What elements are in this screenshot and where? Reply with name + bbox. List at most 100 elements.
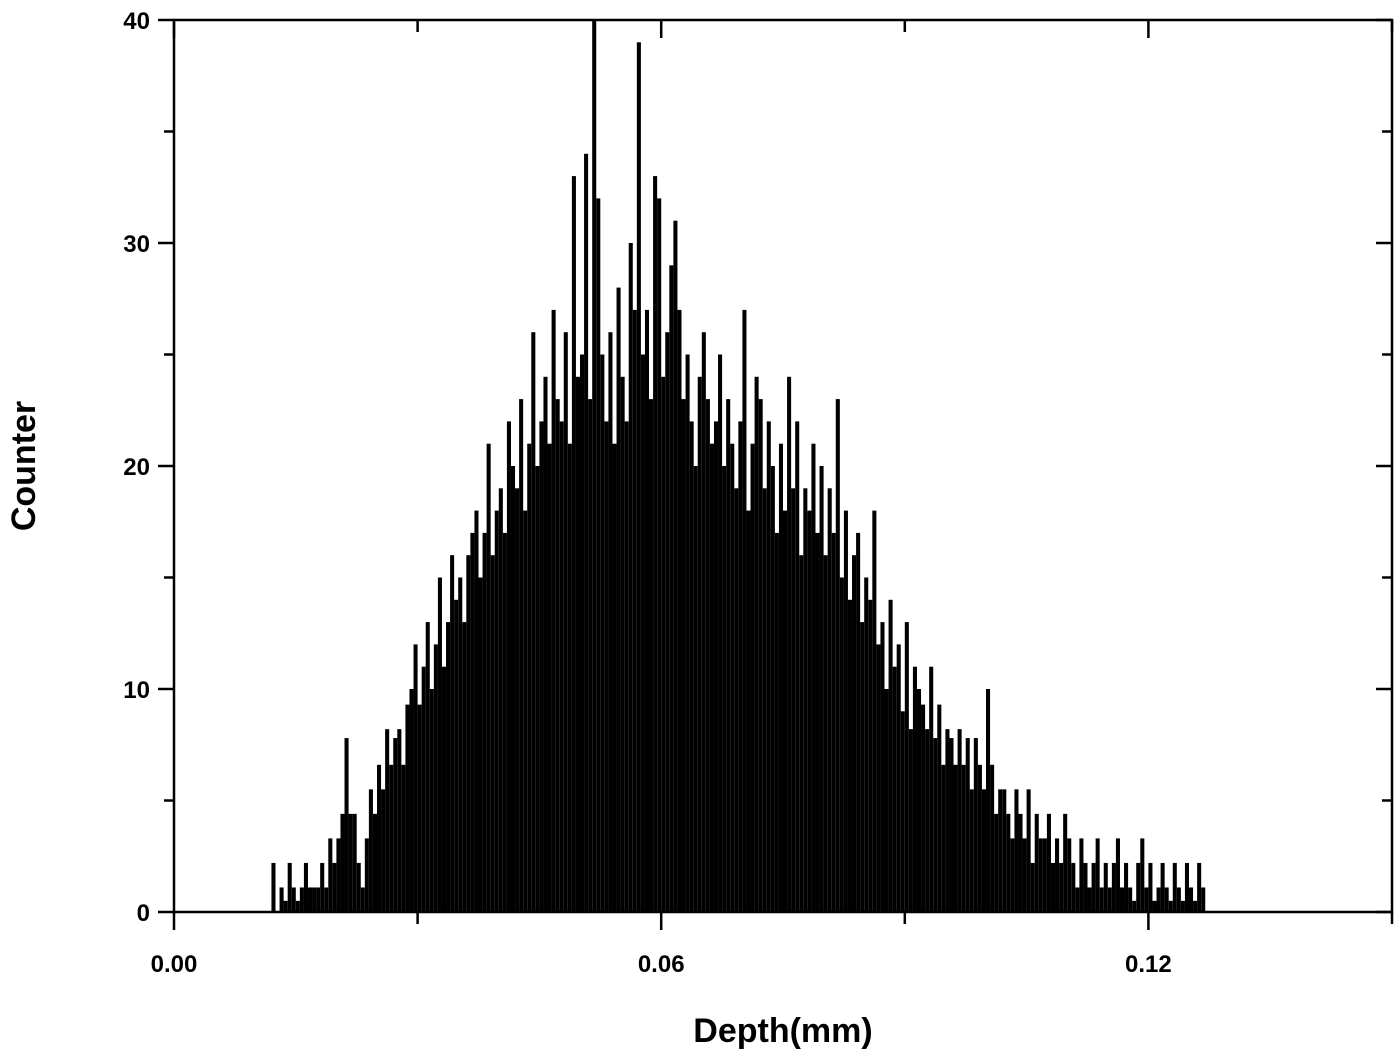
histogram-bar [1189, 887, 1194, 912]
histogram-bar [937, 704, 942, 912]
histogram-bar [925, 729, 930, 912]
histogram-bar [580, 354, 585, 912]
histogram-bar [681, 399, 686, 913]
histogram-bar [945, 729, 950, 912]
histogram-bar [1079, 838, 1084, 912]
histogram-bar [726, 399, 731, 913]
histogram-bar [1172, 862, 1177, 912]
histogram-bar [1148, 862, 1153, 912]
histogram-bar [823, 555, 828, 912]
bars [271, 20, 1206, 913]
histogram-bar [312, 887, 317, 912]
histogram-bar [884, 689, 889, 912]
histogram-bar [592, 20, 597, 912]
histogram-bar [478, 577, 483, 912]
histogram-bar [454, 599, 459, 912]
histogram-bar [482, 532, 487, 912]
histogram-bar [921, 704, 926, 912]
histogram-bar [949, 738, 954, 912]
histogram-bar [628, 243, 633, 912]
histogram-bar [1014, 789, 1019, 912]
x-tick-labels: 0.00 0.06 0.12 [151, 951, 1172, 978]
histogram-bar [689, 421, 694, 912]
histogram-bar [458, 577, 463, 912]
histogram-bar [299, 887, 304, 912]
histogram-bar [843, 510, 848, 912]
histogram-bar [417, 704, 422, 912]
histogram-bar [1075, 887, 1080, 912]
histogram-bar [896, 644, 901, 912]
histogram-bar [295, 900, 300, 912]
histogram-bar [409, 689, 414, 912]
histogram-bar [1026, 789, 1031, 912]
histogram-bar [892, 666, 897, 912]
histogram-bar [783, 510, 788, 912]
histogram-bar [1164, 887, 1169, 912]
histogram-bar [1132, 900, 1137, 912]
histogram-bar [1034, 813, 1039, 912]
y-tick-label: 0 [137, 900, 150, 927]
histogram-bar [1136, 862, 1141, 912]
histogram-bar [977, 764, 982, 912]
histogram-bar [320, 862, 325, 912]
histogram-bar [381, 789, 386, 912]
histogram-bar [360, 887, 365, 912]
histogram-bar [429, 689, 434, 912]
histogram-bar [494, 510, 499, 912]
histogram-bar [377, 764, 382, 912]
histogram-bar [685, 354, 690, 912]
histogram-bar [965, 738, 970, 912]
histogram-bar [762, 488, 767, 912]
histogram-bar [531, 332, 536, 912]
y-tick-label: 30 [123, 231, 150, 258]
histogram-bar [1083, 862, 1088, 912]
x-tick-label: 0.00 [151, 951, 198, 978]
histogram-bar [661, 376, 666, 912]
histogram-bar [612, 443, 617, 912]
histogram-bar [852, 555, 857, 912]
histogram-bar [904, 622, 909, 912]
histogram-bar [649, 399, 654, 913]
histogram-bar [835, 399, 840, 913]
histogram-bar [474, 510, 479, 912]
histogram-bar [559, 421, 564, 912]
y-axis-label: Counter [5, 401, 43, 531]
histogram-bar [860, 622, 865, 912]
histogram-bar [551, 309, 556, 912]
histogram-bar [912, 666, 917, 912]
histogram-bar [624, 421, 629, 912]
histogram-bar [1107, 887, 1112, 912]
histogram-bar [348, 813, 353, 912]
histogram-bar [693, 466, 698, 912]
histogram-bar [973, 738, 978, 912]
histogram-bar [831, 532, 836, 912]
histogram-bar [799, 555, 804, 912]
histogram-bar [523, 510, 528, 912]
histogram-bar [1030, 862, 1035, 912]
histogram-bar [405, 704, 410, 912]
histogram-bar [811, 443, 816, 912]
histogram-bar [571, 176, 576, 913]
histogram-bar [1071, 862, 1076, 912]
x-axis-label: Depth(mm) [693, 1012, 872, 1050]
histogram-bar [1038, 838, 1043, 912]
histogram-bar [539, 421, 544, 912]
histogram-bar [555, 399, 560, 913]
histogram-bar [543, 376, 548, 912]
histogram-bar [665, 332, 670, 912]
histogram-bar [636, 42, 641, 913]
histogram-bar [287, 862, 292, 912]
histogram-bar [657, 198, 662, 912]
histogram-bar [1128, 887, 1133, 912]
y-tick-label: 20 [123, 454, 150, 481]
histogram-bar [279, 887, 284, 912]
histogram-bar [364, 838, 369, 912]
histogram-bar [644, 309, 650, 912]
histogram-bar [827, 488, 832, 912]
histogram-bar [990, 764, 995, 912]
histogram-bar [1095, 838, 1100, 912]
histogram-bar [450, 555, 455, 912]
histogram-bar [998, 789, 1003, 912]
histogram-bar [718, 354, 723, 912]
histogram-bar [336, 838, 341, 912]
